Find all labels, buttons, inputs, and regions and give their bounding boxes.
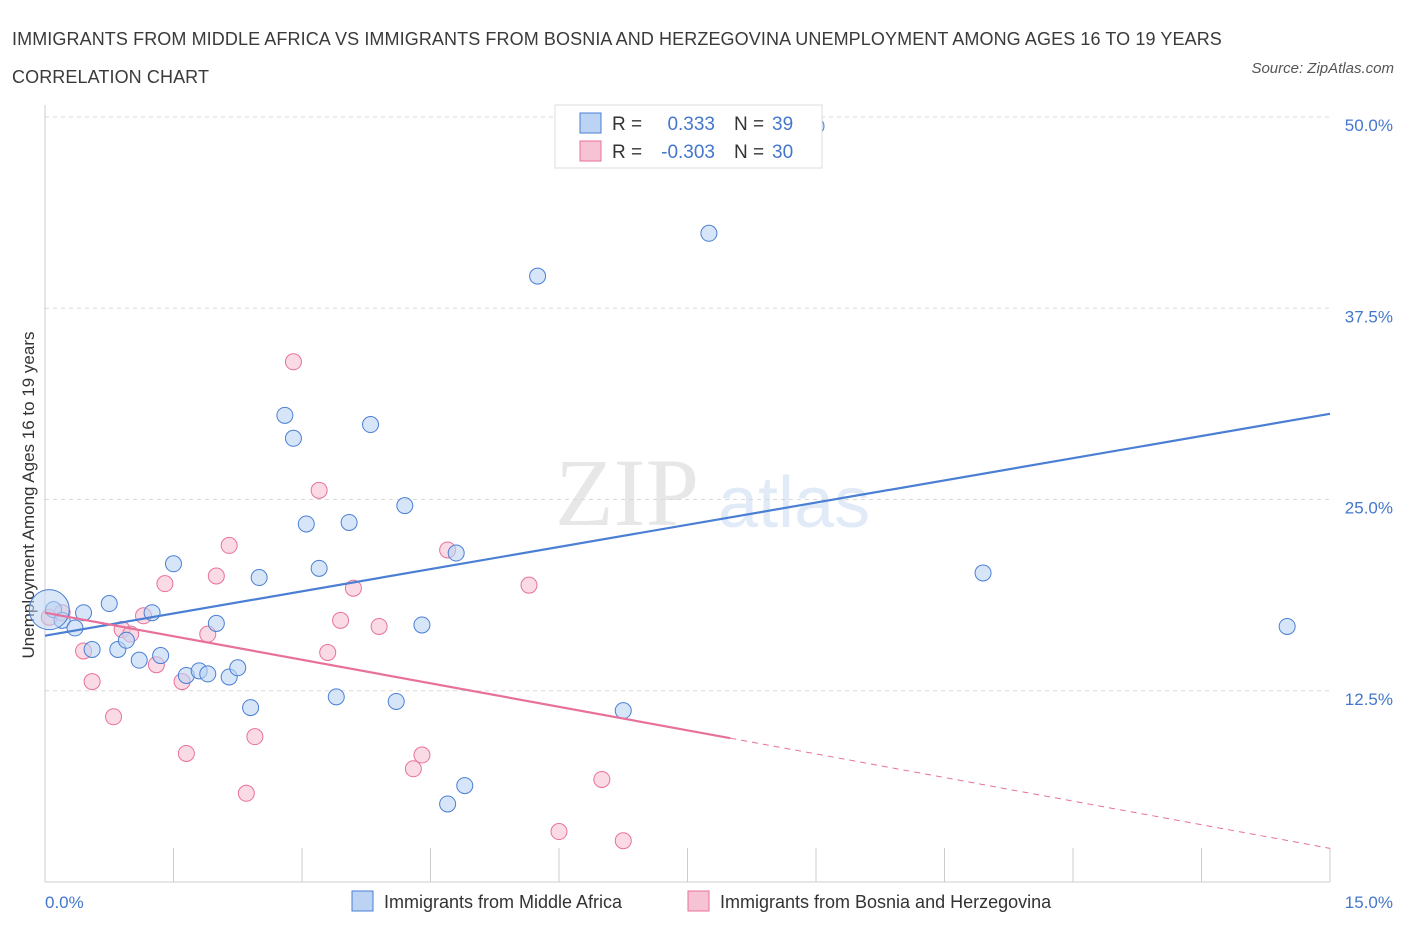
series-legend-label-pink: Immigrants from Bosnia and Herzegovina [720,892,1052,912]
bosnia-point [220,536,238,554]
x-tick-label-max: 15.0% [1345,893,1393,912]
middle-africa-point [117,631,135,649]
bosnia-point [177,744,195,762]
y-axis-title: Unemployment Among Ages 16 to 19 years [19,332,38,659]
legend-n-label-2: N = [734,142,764,163]
bosnia-point [344,579,362,597]
bosnia-point [332,611,350,629]
bosnia-point [319,644,337,661]
legend-r-label-2: R = [612,142,642,163]
middle-africa-point [66,619,84,637]
legend-n-label-1: N = [734,114,764,135]
middle-africa-point [284,429,302,447]
y-tick-label: 37.5% [1345,307,1393,326]
middle-africa-point [165,555,182,573]
middle-africa-point [974,564,992,582]
bosnia-point [156,575,174,593]
bosnia-trend-line [44,611,731,740]
middle-africa-point [413,616,431,634]
legend-swatch-pink [579,140,602,162]
middle-africa-point [1278,617,1296,635]
series-legend-swatch-blue [351,890,374,912]
middle-africa-point [447,544,465,562]
middle-africa-point [229,659,247,677]
y-tick-labels: 12.5% 25.0% 37.5% 50.0% [1345,116,1393,709]
x-axis-ticks [173,848,1331,882]
legend-n-value-1: 39 [772,114,793,135]
bosnia-point [593,770,611,788]
middle-africa-point [310,559,328,577]
middle-africa-point [362,416,380,434]
bosnia-point [246,728,264,746]
bosnia-point [310,481,328,499]
middle-africa-point [83,640,101,658]
bosnia-point [370,617,388,635]
bosnia-trend-extension [730,737,1331,849]
middle-africa-point [276,406,294,424]
bosnia-point [550,823,568,841]
bosnia-point [284,353,302,371]
middle-africa-point [327,688,345,706]
middle-africa-point [700,224,718,242]
chart-source: Source: ZipAtlas.com [1251,60,1394,77]
middle-africa-trend-line [44,412,1331,637]
middle-africa-point [387,692,405,710]
bosnia-point [237,784,255,802]
legend-r-value-1: 0.333 [667,114,715,135]
y-tick-label: 50.0% [1345,116,1393,135]
middle-africa-point [130,651,148,669]
middle-africa-point [207,614,225,632]
chart-title: IMMIGRANTS FROM MIDDLE AFRICA VS IMMIGRA… [12,29,1222,87]
trend-lines [44,412,1331,849]
middle-africa-point [152,647,170,665]
watermark-atlas: atlas [718,463,870,543]
correlation-legend: R = 0.333 N = 39 R = -0.303 N = 30 [554,104,823,169]
middle-africa-point [297,515,315,533]
legend-r-label-1: R = [612,114,642,135]
middle-africa-point [199,665,217,683]
middle-africa-point [396,497,414,515]
legend-r-value-2: -0.303 [661,142,715,163]
y-tick-label: 12.5% [1345,690,1393,709]
legend-n-value-2: 30 [772,142,793,163]
watermark-zip: ZIP [555,439,699,546]
middle-africa-point [242,699,260,717]
middle-africa-point [456,777,474,795]
gridlines [45,116,1330,692]
bosnia-point [83,673,101,691]
middle-africa-point [439,795,457,813]
bosnia-point [413,746,431,764]
bosnia-point [404,760,422,778]
legend-swatch-blue [579,112,602,134]
middle-africa-point [614,702,632,720]
bosnia-point [614,832,632,850]
bosnia-point [105,708,123,726]
bosnia-point [207,567,225,585]
middle-africa-point-large [28,589,70,631]
y-tick-label: 25.0% [1345,499,1393,518]
middle-africa-point [340,513,358,531]
middle-africa-point [100,595,118,613]
middle-africa-point [250,569,268,587]
series-legend-swatch-pink [687,890,710,912]
series-legend-label-blue: Immigrants from Middle Africa [384,892,623,912]
bosnia-point [520,576,538,594]
middle-africa-point [529,267,547,285]
x-tick-label-min: 0.0% [45,893,84,912]
series-legend: Immigrants from Middle Africa Immigrants… [351,890,1052,912]
series-bosnia-points [40,353,632,850]
watermark: ZIP atlas [555,439,870,546]
